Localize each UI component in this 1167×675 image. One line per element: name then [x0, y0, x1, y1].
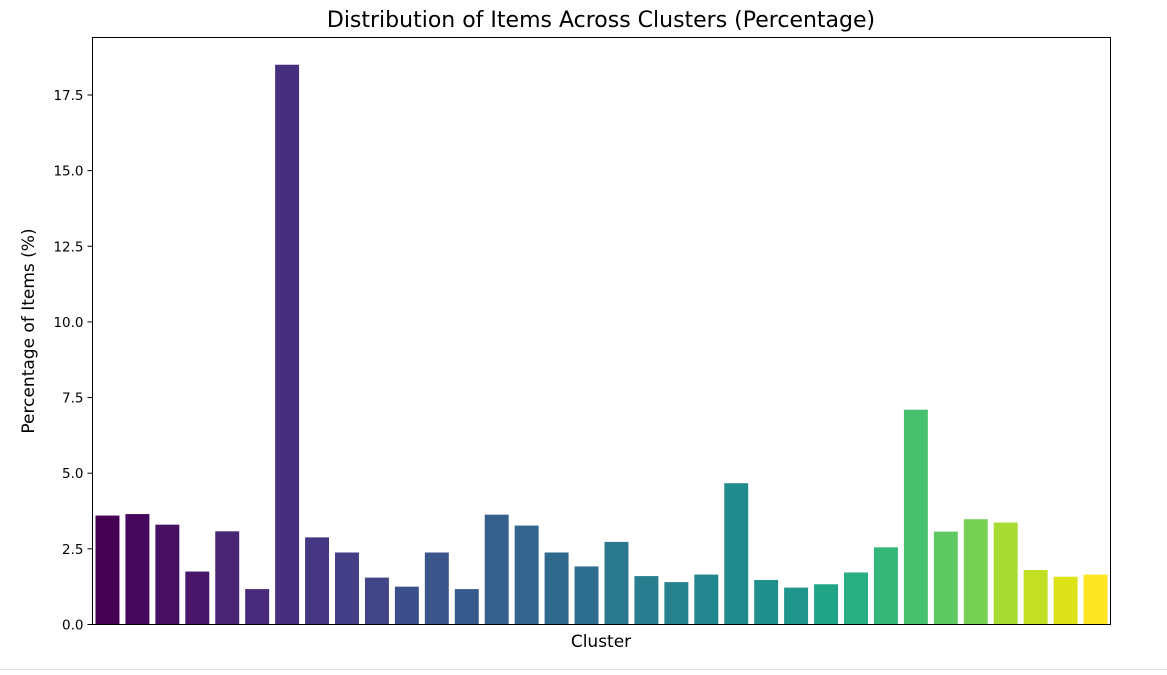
bar-cluster-27: [903, 409, 928, 625]
y-tick-label: 12.5: [53, 239, 83, 255]
bar-cluster-17: [604, 541, 629, 625]
bar-cluster-1: [125, 514, 150, 625]
y-tick-label: 0.0: [62, 618, 83, 634]
bar-cluster-14: [514, 525, 539, 625]
y-axis-ticks: 0.0 2.5 5.0 7.5 10.0 12.5 15.0 17.5: [53, 88, 93, 634]
bar-cluster-26: [873, 547, 898, 625]
bar-cluster-7: [305, 537, 330, 625]
plot-frame: [92, 37, 1111, 625]
bar-cluster-2: [155, 524, 180, 625]
y-tick-label: 2.5: [62, 542, 83, 558]
bars-group: [95, 64, 1108, 625]
bar-cluster-22: [754, 580, 779, 625]
y-axis-label: Percentage of Items (%): [19, 228, 39, 433]
y-tick-label: 10.0: [53, 315, 83, 331]
output-divider: [0, 669, 1167, 670]
bar-cluster-28: [933, 531, 958, 625]
y-tick-label: 17.5: [53, 88, 83, 104]
bar-cluster-6: [275, 64, 300, 625]
bar-cluster-19: [664, 582, 689, 625]
bar-cluster-4: [215, 531, 240, 625]
y-tick-label: 7.5: [62, 391, 83, 407]
bar-cluster-33: [1083, 574, 1108, 625]
bar-cluster-5: [245, 589, 270, 625]
bar-cluster-16: [574, 566, 599, 625]
bar-cluster-8: [335, 552, 359, 625]
bar-cluster-25: [844, 572, 868, 625]
bar-cluster-21: [724, 483, 749, 625]
chart-title: Distribution of Items Across Clusters (P…: [327, 8, 875, 33]
bar-cluster-18: [634, 576, 659, 625]
bar-cluster-0: [95, 515, 120, 625]
bar-cluster-31: [1023, 570, 1048, 625]
bar-cluster-29: [963, 519, 988, 625]
bar-cluster-23: [784, 587, 809, 625]
bar-cluster-13: [484, 514, 509, 625]
y-tick-label: 15.0: [53, 164, 83, 180]
bar-cluster-32: [1053, 576, 1078, 625]
bar-cluster-3: [185, 571, 210, 625]
bar-cluster-15: [544, 552, 569, 625]
x-axis-label: Cluster: [571, 632, 631, 652]
bar-cluster-30: [993, 522, 1018, 625]
bar-cluster-9: [364, 577, 389, 625]
bar-cluster-20: [694, 574, 719, 625]
bar-cluster-10: [394, 586, 419, 625]
bar-cluster-12: [454, 589, 479, 625]
bar-cluster-11: [424, 552, 449, 625]
bar-cluster-24: [814, 584, 839, 625]
y-tick-label: 5.0: [62, 466, 83, 482]
